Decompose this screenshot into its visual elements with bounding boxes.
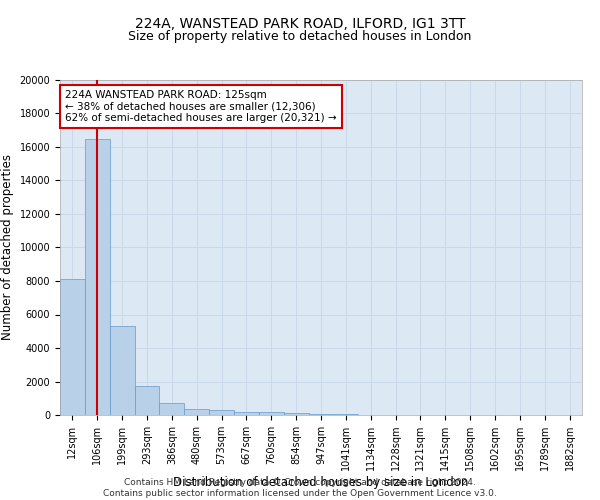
Bar [284, 414, 308, 415]
Bar [160, 404, 184, 415]
Bar [234, 412, 259, 415]
Bar [308, 414, 334, 415]
Bar [85, 138, 110, 415]
Bar [209, 410, 234, 415]
Bar [60, 280, 85, 415]
Text: Contains HM Land Registry data © Crown copyright and database right 2024.
Contai: Contains HM Land Registry data © Crown c… [103, 478, 497, 498]
Bar [334, 414, 358, 415]
Y-axis label: Number of detached properties: Number of detached properties [1, 154, 14, 340]
Text: 224A, WANSTEAD PARK ROAD, ILFORD, IG1 3TT: 224A, WANSTEAD PARK ROAD, ILFORD, IG1 3T… [135, 18, 465, 32]
Text: Size of property relative to detached houses in London: Size of property relative to detached ho… [128, 30, 472, 43]
Bar [134, 386, 160, 415]
Bar [184, 409, 209, 415]
Bar [110, 326, 134, 415]
X-axis label: Distribution of detached houses by size in London: Distribution of detached houses by size … [173, 476, 469, 489]
Bar [259, 412, 284, 415]
Text: 224A WANSTEAD PARK ROAD: 125sqm
← 38% of detached houses are smaller (12,306)
62: 224A WANSTEAD PARK ROAD: 125sqm ← 38% of… [65, 90, 337, 123]
